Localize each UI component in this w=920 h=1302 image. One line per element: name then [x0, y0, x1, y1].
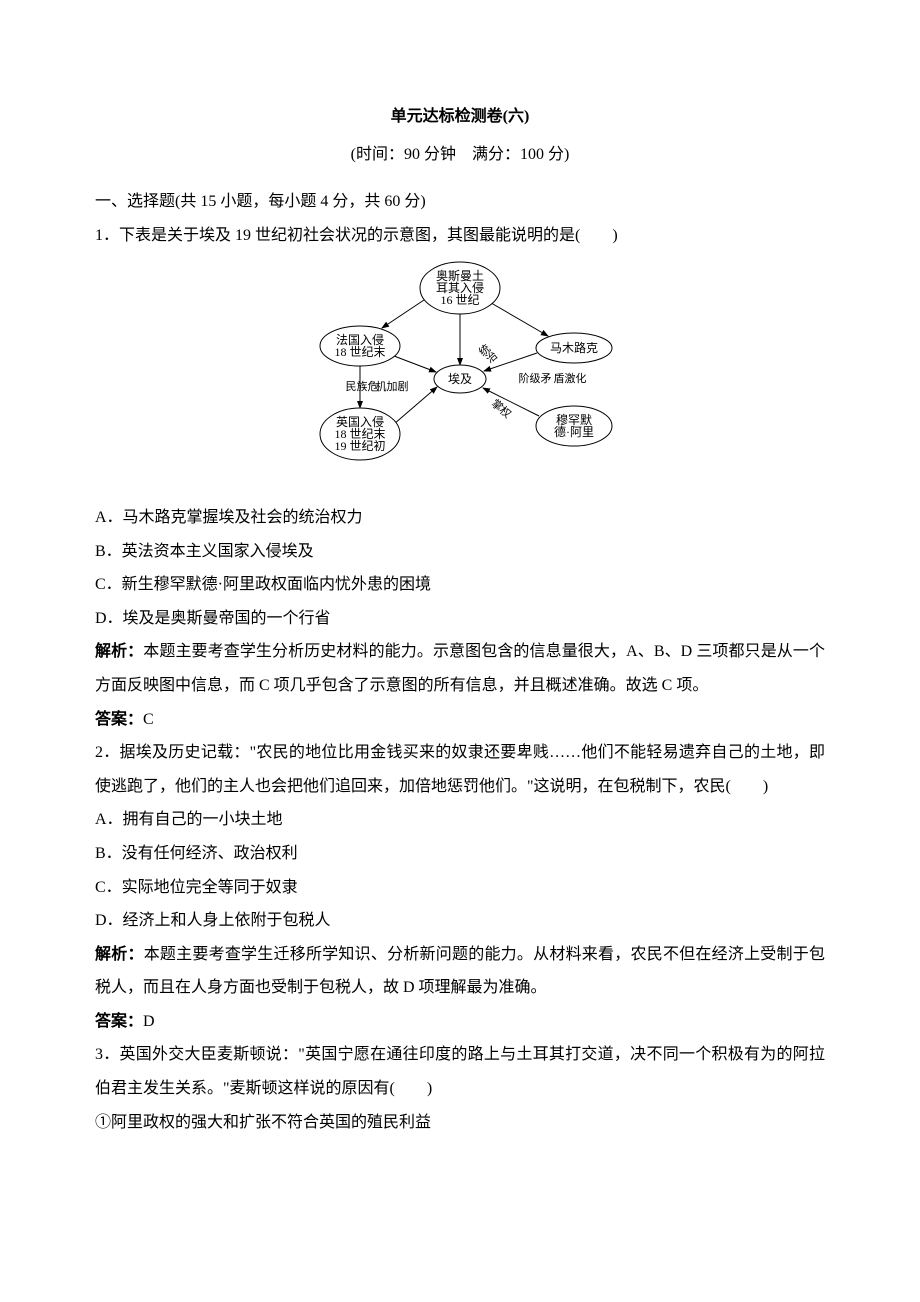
answer-value: D [143, 1013, 155, 1030]
analysis-label: 解析： [95, 643, 143, 660]
q1-option-d: D．埃及是奥斯曼帝国的一个行省 [95, 602, 825, 636]
svg-text:16 世纪: 16 世纪 [440, 293, 479, 307]
svg-text:民族危: 民族危 [346, 379, 379, 393]
svg-text:德·阿里: 德·阿里 [554, 424, 594, 439]
q2-option-d: D．经济上和人身上依附于包税人 [95, 904, 825, 938]
svg-text:盾激化: 盾激化 [554, 371, 587, 385]
q2-option-a: A．拥有自己的一小块土地 [95, 803, 825, 837]
answer-value: C [143, 711, 154, 728]
svg-text:阶级矛: 阶级矛 [519, 371, 552, 385]
q3-stem: 3．英国外交大臣麦斯顿说："英国宁愿在通往印度的路上与土耳其打交道，决不同一个积… [95, 1038, 825, 1105]
svg-text:19 世纪初: 19 世纪初 [334, 439, 385, 453]
q1-answer: 答案：C [95, 703, 825, 737]
answer-label: 答案： [95, 1013, 143, 1030]
q2-stem: 2．据埃及历史记载："农民的地位比用金钱买来的奴隶还要卑贱……他们不能轻易遗弃自… [95, 736, 825, 803]
q1-stem: 1．下表是关于埃及 19 世纪初社会状况的示意图，其图最能说明的是( ) [95, 219, 825, 253]
q2-option-c: C．实际地位完全等同于奴隶 [95, 871, 825, 905]
q2-answer: 答案：D [95, 1005, 825, 1039]
q1-option-c: C．新生穆罕默德·阿里政权面临内忧外患的困境 [95, 568, 825, 602]
section-1-heading: 一、选择题(共 15 小题，每小题 4 分，共 60 分) [95, 185, 825, 219]
analysis-label: 解析： [95, 946, 144, 963]
q2-analysis: 解析：本题主要考查学生迁移所学知识、分析新问题的能力。从材料来看，农民不但在经济… [95, 938, 825, 1005]
analysis-text: 本题主要考查学生迁移所学知识、分析新问题的能力。从材料来看，农民不但在经济上受制… [95, 946, 825, 997]
q1-analysis: 解析：本题主要考查学生分析历史材料的能力。示意图包含的信息量很大，A、B、D 三… [95, 635, 825, 702]
q1-option-b: B．英法资本主义国家入侵埃及 [95, 535, 825, 569]
analysis-text: 本题主要考查学生分析历史材料的能力。示意图包含的信息量很大，A、B、D 三项都只… [95, 643, 825, 694]
svg-text:埃及: 埃及 [448, 372, 472, 386]
q2-option-b: B．没有任何经济、政治权利 [95, 837, 825, 871]
svg-text:机加剧: 机加剧 [376, 379, 409, 393]
q1-option-a: A．马木路克掌握埃及社会的统治权力 [95, 501, 825, 535]
exam-title: 单元达标检测卷(六) [95, 100, 825, 134]
q1-diagram: 埃及奥斯曼土耳其入侵16 世纪法国入侵18 世纪末英国入侵18 世纪末19 世纪… [95, 258, 825, 491]
svg-text:18 世纪末: 18 世纪末 [334, 345, 385, 359]
svg-text:马木路克: 马木路克 [550, 340, 598, 355]
q3-line-1: ①阿里政权的强大和扩张不符合英国的殖民利益 [95, 1106, 825, 1140]
answer-label: 答案： [95, 711, 143, 728]
concept-diagram: 埃及奥斯曼土耳其入侵16 世纪法国入侵18 世纪末英国入侵18 世纪末19 世纪… [270, 258, 650, 478]
exam-subtitle: (时间：90 分钟 满分：100 分) [95, 138, 825, 172]
